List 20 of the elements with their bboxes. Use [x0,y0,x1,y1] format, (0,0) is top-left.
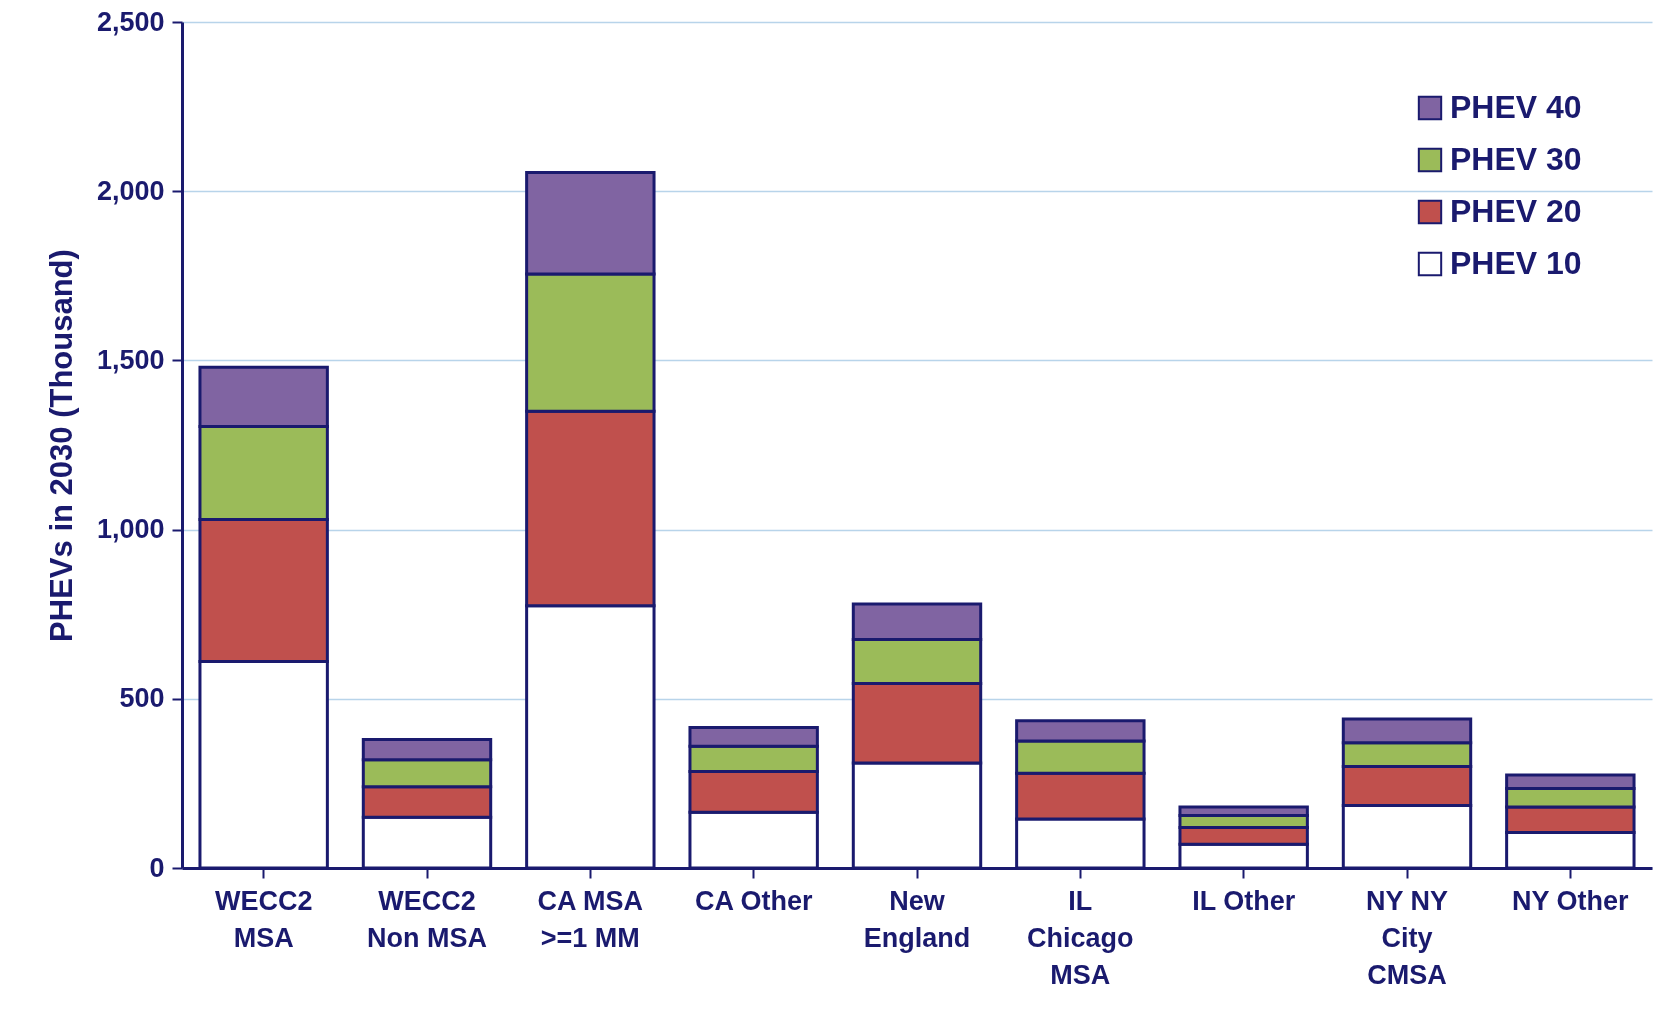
y-tick-label: 2,500 [96,6,165,37]
legend-label: PHEV 20 [1450,193,1582,229]
y-tick-label: 1,500 [96,344,165,375]
x-tick-label: NY NY City CMSA [1365,885,1449,990]
x-tick-label: New England [863,885,971,953]
y-tick-label: 2,000 [96,175,165,206]
y-tick-label: 500 [119,683,165,714]
x-tick-label: CA Other [694,885,813,916]
x-tick-label: WECC2 Non MSA [367,885,487,953]
x-tick-label: WECC2 MSA [214,885,313,953]
x-tick-label: IL Other [1192,885,1296,916]
legend-label: PHEV 10 [1450,245,1582,281]
y-tick-label: 1,000 [96,514,165,545]
legend-label: PHEV 30 [1450,141,1582,177]
y-tick-label: 0 [149,852,165,883]
legend-label: PHEV 40 [1450,89,1582,125]
x-tick-label: CA MSA >=1 MM [537,885,644,953]
x-tick-label: NY Other [1512,885,1630,916]
y-axis-title: PHEVs in 2030 (Thousand) [43,249,79,642]
x-tick-label: IL Chicago MSA [1027,885,1134,990]
